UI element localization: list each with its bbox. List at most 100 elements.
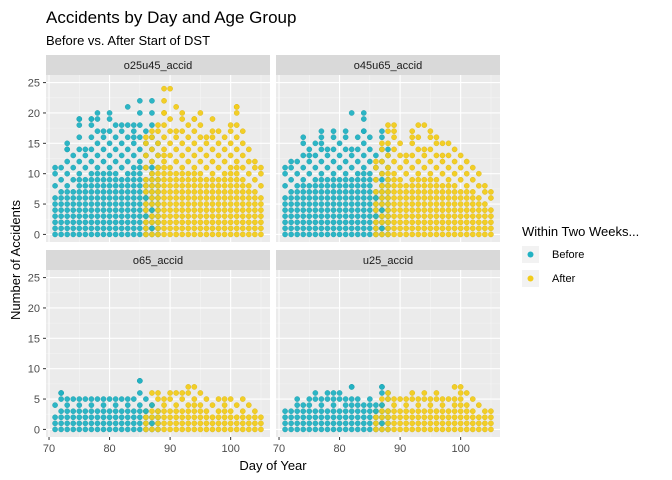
point-after (191, 170, 198, 177)
point-after (246, 170, 252, 177)
point-after (488, 414, 494, 421)
point-after (258, 183, 264, 189)
point-after (427, 158, 434, 165)
point-before (118, 207, 125, 213)
point-after (421, 176, 428, 183)
point-after (167, 225, 173, 232)
point-after (161, 426, 167, 433)
point-after (185, 122, 192, 128)
point-after (173, 183, 179, 189)
point-after (409, 134, 416, 141)
point-after (403, 170, 409, 177)
point-after (252, 213, 258, 219)
point-after (415, 420, 422, 427)
point-after (179, 128, 186, 134)
point-after (427, 183, 434, 189)
point-before (342, 414, 349, 421)
y-tick-label: 20 (28, 108, 40, 120)
point-after (421, 420, 428, 427)
point-before (82, 426, 89, 433)
point-after (191, 426, 198, 433)
point-after (149, 426, 155, 433)
points-o65_accid (52, 378, 264, 433)
point-after (185, 420, 192, 427)
point-before (306, 201, 313, 207)
point-after (215, 231, 222, 238)
point-after (433, 225, 440, 232)
point-before (379, 134, 385, 141)
point-after (403, 408, 409, 414)
point-before (348, 225, 355, 232)
point-after (427, 219, 434, 226)
point-before (52, 201, 58, 207)
point-before (367, 176, 373, 183)
point-after (373, 225, 379, 232)
point-after (155, 213, 161, 219)
point-after (391, 408, 397, 414)
point-before (288, 207, 294, 213)
point-before (324, 219, 331, 226)
point-after (373, 201, 379, 207)
point-after (451, 158, 458, 165)
point-after (246, 146, 252, 153)
x-axis-title: Day of Year (239, 458, 307, 473)
point-after (445, 152, 452, 159)
point-before (354, 183, 361, 189)
point-after (167, 189, 173, 195)
point-before (137, 170, 143, 177)
point-after (409, 213, 416, 219)
point-after (482, 414, 488, 421)
point-after (233, 195, 240, 201)
point-after (379, 189, 385, 195)
point-after (391, 195, 397, 201)
point-after (385, 225, 391, 232)
point-before (106, 408, 113, 414)
point-before (64, 140, 70, 147)
point-before (149, 98, 155, 104)
point-after (397, 201, 403, 207)
point-before (330, 183, 337, 189)
point-after (433, 134, 440, 141)
point-before (342, 420, 349, 427)
point-after (227, 176, 234, 183)
point-before (100, 396, 107, 402)
point-before (88, 146, 95, 153)
point-after (197, 225, 204, 232)
point-before (130, 189, 137, 195)
point-before (94, 128, 101, 134)
point-after (185, 390, 192, 396)
point-before (318, 170, 325, 177)
point-after (209, 146, 216, 153)
point-before (124, 414, 131, 421)
point-after (469, 231, 476, 238)
point-before (70, 201, 77, 207)
point-after (209, 183, 216, 189)
point-before (306, 408, 313, 414)
point-after (149, 170, 155, 177)
point-after (445, 201, 452, 207)
point-before (52, 414, 58, 421)
point-before (312, 164, 319, 171)
point-after (239, 195, 246, 201)
point-after (143, 183, 149, 189)
point-after (197, 176, 204, 183)
point-before (354, 402, 361, 408)
point-before (64, 213, 70, 219)
point-before (354, 189, 361, 195)
point-before (294, 414, 300, 421)
point-before (70, 420, 77, 427)
point-before (348, 146, 355, 153)
point-after (149, 183, 155, 189)
point-after (167, 426, 173, 433)
point-before (88, 195, 95, 201)
point-after (203, 189, 210, 195)
x-tick-label: 80 (333, 443, 345, 455)
point-after (415, 207, 422, 213)
point-after (191, 384, 198, 390)
y-tick-label: 5 (34, 199, 40, 211)
point-after (439, 201, 446, 207)
point-after (476, 183, 482, 189)
point-before (360, 116, 367, 122)
point-after (391, 176, 397, 183)
